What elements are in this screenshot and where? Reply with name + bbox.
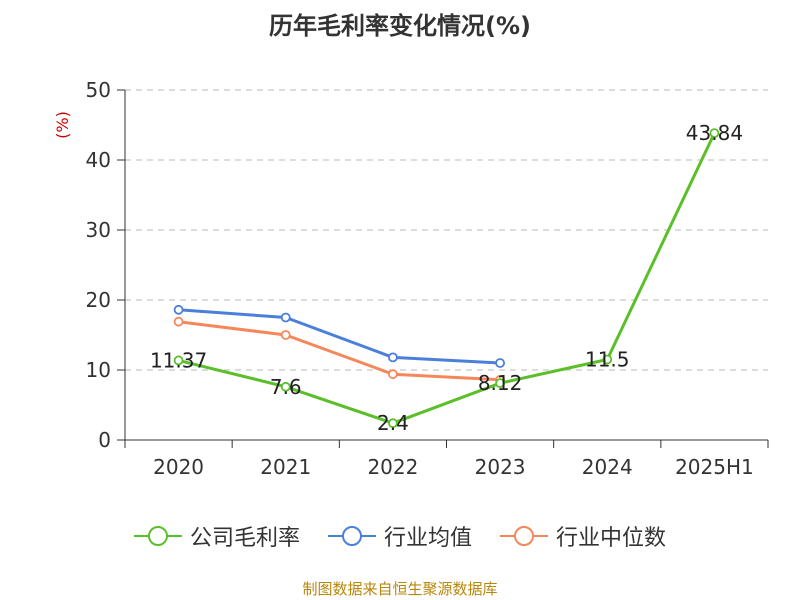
y-axis-label: (%) — [53, 111, 72, 139]
source-note: 制图数据来自恒生聚源数据库 — [302, 580, 498, 598]
x-tick-label: 2023 — [475, 455, 526, 479]
data-label: 11.37 — [150, 348, 207, 372]
y-tick-label: 40 — [86, 148, 111, 172]
y-tick-label: 20 — [86, 288, 111, 312]
data-point — [280, 381, 291, 392]
legend-circle — [147, 526, 168, 546]
legend-marker — [500, 526, 548, 546]
data-label: 7.6 — [270, 375, 302, 399]
page-title: 历年毛利率变化情况(%) — [269, 12, 531, 40]
data-point — [280, 330, 291, 340]
legend-marker — [327, 526, 376, 546]
line-chart: (%) 0 10 20 30 40 50 2020 2021 2022 2023 2024 2025H… — [53, 78, 769, 479]
data-point — [280, 312, 291, 323]
legend-item: 行业均值 — [327, 520, 472, 552]
legend: 公司毛利率 行业均值 行业中位数 — [0, 520, 800, 552]
data-point — [173, 316, 184, 327]
legend-item: 行业中位数 — [500, 520, 666, 552]
data-label: 2.4 — [377, 411, 409, 435]
x-tick-label: 2021 — [260, 455, 311, 479]
data-point — [602, 354, 613, 365]
y-tick-label: 10 — [86, 358, 111, 382]
x-tick-label: 2020 — [153, 455, 204, 479]
data-label: 43.84 — [686, 121, 743, 145]
y-tick-label: 0 — [98, 428, 111, 452]
data-point — [388, 352, 398, 363]
series-line — [178, 132, 716, 425]
legend-label: 行业中位数 — [556, 526, 667, 551]
legend-marker — [133, 526, 182, 546]
legend-label: 行业均值 — [383, 526, 472, 551]
data-point — [173, 304, 184, 315]
legend-label: 公司毛利率 — [189, 526, 300, 551]
data-point — [388, 369, 398, 380]
data-point — [709, 128, 720, 139]
legend-circle — [514, 526, 534, 546]
data-label: 11.5 — [585, 348, 630, 372]
x-tick-label: 2025H1 — [675, 455, 754, 479]
legend-item: 公司毛利率 — [133, 520, 300, 552]
legend-circle — [341, 526, 362, 546]
series-line — [178, 308, 501, 365]
data-point — [495, 378, 505, 389]
data-point — [173, 355, 184, 366]
data-label: 8.12 — [478, 371, 523, 395]
y-tick-label: 50 — [86, 78, 111, 102]
y-tick-label: 30 — [86, 218, 111, 242]
x-tick-label: 2024 — [582, 455, 633, 479]
data-point — [388, 418, 398, 429]
x-tick-label: 2022 — [367, 455, 418, 479]
series-line — [178, 320, 501, 382]
data-point — [495, 358, 505, 368]
